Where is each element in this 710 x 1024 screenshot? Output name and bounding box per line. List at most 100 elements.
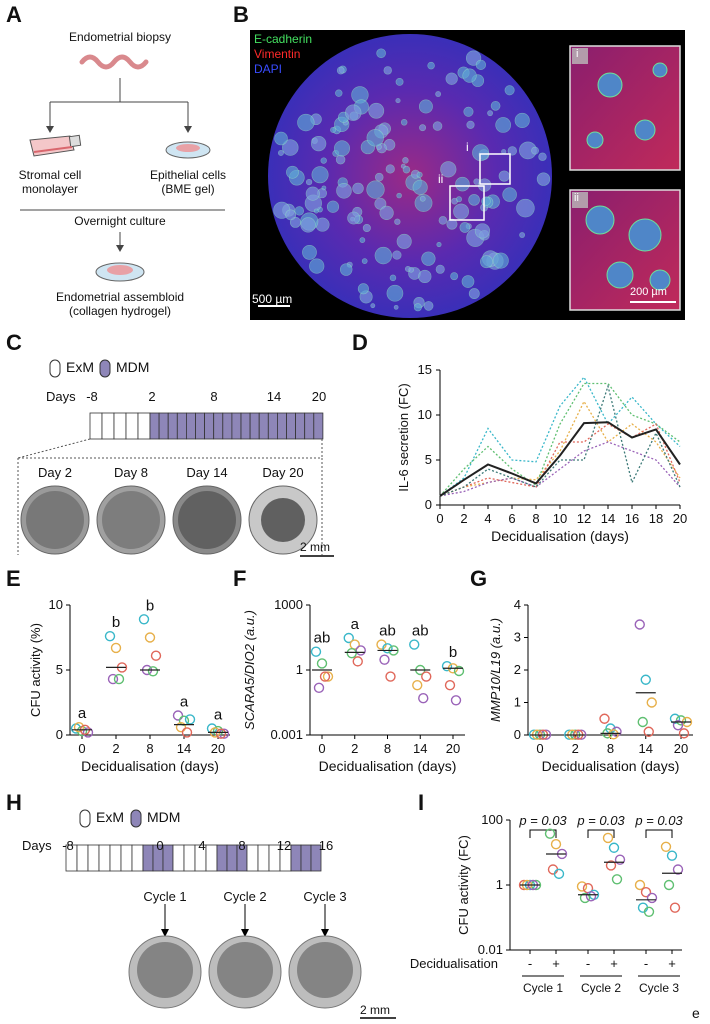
x-axis-label: Decidualisation (days): [491, 528, 629, 544]
panel-label-i: I: [418, 790, 425, 815]
chart-g: 0 1 2 3 4 0 2 8 14 20 MMP10/L19 (a.u.) Decidualisat…: [488, 597, 693, 774]
organoid: [418, 269, 432, 284]
fluorescence-legend: E-cadherin Vimentin DAPI: [254, 32, 312, 77]
organoid: [531, 146, 539, 155]
assembloid-label: Endometrial assembloid (collagen hydroge…: [20, 290, 220, 318]
data-point: [640, 674, 651, 685]
tick-c: 2: [148, 389, 156, 404]
mdm-cell: [276, 412, 287, 440]
x-tick-label: 8: [146, 741, 153, 756]
inset-organoid: [606, 261, 634, 289]
chart-f: 0.001 1 1000 0 2 8 14 20 SCARA5/DIO2 (a.u.) Decid…: [242, 597, 465, 774]
mdm-cell: [231, 412, 242, 440]
series-line-1: [439, 376, 681, 497]
y-tick-label: 1: [496, 877, 503, 892]
inset-organoid: [597, 72, 623, 98]
x-tick-label: 2: [460, 511, 467, 526]
organoid: [374, 172, 384, 182]
significance-letter: ab: [379, 623, 396, 640]
mdm-cell: [310, 844, 322, 872]
organoid: [359, 237, 366, 243]
organoid: [412, 179, 428, 195]
panel-label-h: H: [6, 790, 22, 815]
y-tick-label: 0.01: [478, 942, 503, 957]
mdm-cell: [185, 412, 196, 440]
overnight-label: Overnight culture: [74, 214, 166, 228]
organoid: [418, 99, 433, 114]
organoid: [519, 232, 525, 238]
p-value: p = 0.03: [634, 813, 683, 828]
series-line-2: [439, 382, 681, 497]
treatment-label: +: [552, 956, 560, 971]
y-axis-label: IL-6 secretion (FC): [396, 383, 411, 491]
series-line-5: [439, 383, 681, 497]
p-value: p = 0.03: [518, 813, 567, 828]
organoid: [309, 258, 325, 274]
y-tick-label: 5: [56, 662, 63, 677]
roi-box-ii: [449, 185, 485, 221]
data-point: [453, 665, 465, 677]
panel-label-b: B: [233, 2, 249, 27]
organoid: [416, 171, 423, 178]
legend-exm-h: ExM: [96, 809, 124, 825]
organoid: [361, 258, 368, 264]
treatment-label: +: [668, 956, 676, 971]
y-axis-label: CFU activity (%): [28, 623, 43, 717]
scale-label-c: 2 mm: [300, 540, 330, 554]
y-tick-label: 1: [514, 695, 521, 710]
significance-letter: a: [180, 694, 189, 711]
data-point: [184, 714, 196, 725]
y-tick-label: 0: [425, 497, 432, 512]
legend-dapi: DAPI: [254, 62, 283, 76]
y-tick-label: 0: [56, 727, 63, 742]
organoid: [389, 274, 397, 282]
group-label: Cycle 1: [523, 981, 563, 995]
panel-label-g: G: [470, 566, 488, 591]
organoid: [438, 216, 448, 225]
organoid: [379, 205, 394, 221]
treatment-label: -: [586, 956, 590, 971]
mdm-cell: [267, 412, 278, 440]
data-point: [82, 727, 94, 738]
x-tick-label: 2: [351, 741, 358, 756]
significance-letter: b: [112, 614, 120, 631]
data-point: [215, 728, 227, 739]
timeline-c-bar: [89, 412, 324, 440]
data-point: [643, 726, 654, 737]
microscopy-image: [258, 34, 681, 318]
chart-i: 0.01 1 100 CFU activity (FC) - + - + - + Deciduali…: [410, 812, 684, 995]
p-bracket: [587, 829, 615, 838]
well-label-day20: Day 20: [262, 465, 304, 480]
timeline-h-drawing: [65, 809, 396, 1019]
x-tick-label: 20: [446, 741, 460, 756]
inset-organoids: [585, 62, 671, 291]
significance-letter: a: [78, 705, 87, 722]
panel-label-a: A: [6, 2, 22, 27]
organoid: [413, 303, 422, 312]
footer-mark: e: [692, 1005, 700, 1021]
data-point: [678, 728, 690, 739]
organoid: [436, 242, 442, 248]
well-tissue: [102, 491, 160, 549]
x-tick-label: 10: [553, 511, 567, 526]
tick-h: 0: [156, 838, 164, 853]
organoid: [300, 217, 316, 233]
mdm-cell: [286, 412, 297, 440]
exm-cell: [137, 412, 151, 440]
organoid: [432, 121, 443, 131]
exm-cell: [101, 412, 115, 440]
mdm-legend-swatch: [99, 359, 111, 378]
x-tick-label: 2: [572, 741, 579, 756]
mdm-cell: [295, 412, 306, 440]
data-point: [576, 881, 588, 892]
organoid: [383, 66, 392, 75]
x-tick-label: 2: [112, 741, 119, 756]
well-images-h: [128, 904, 362, 1009]
significance-letter: b: [146, 597, 154, 614]
inset-ii-tag: [572, 192, 588, 208]
organoid: [474, 223, 491, 239]
well-images-c: [20, 485, 318, 555]
data-point: [110, 642, 122, 654]
data-point: [352, 656, 363, 667]
organoid: [402, 165, 411, 174]
